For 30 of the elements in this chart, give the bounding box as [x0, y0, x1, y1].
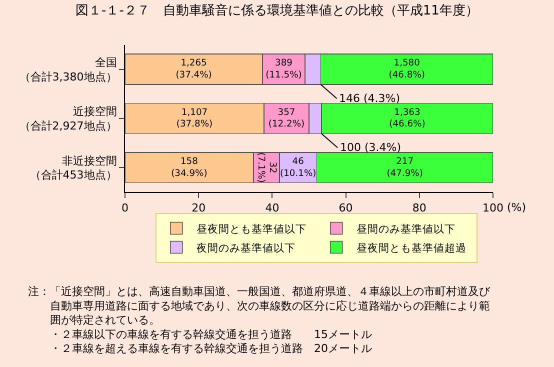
legend-label: 昼夜間とも基準値超過 — [356, 241, 466, 254]
data-label: 389 (11.5%) — [266, 58, 302, 81]
data-label: 357 (12.2%) — [268, 108, 305, 130]
x-axis-title: (%) — [507, 201, 526, 214]
x-tick-label: 80 — [412, 201, 426, 214]
x-tick-label: 60 — [338, 201, 353, 214]
data-label: 32 (7.1%) — [255, 152, 278, 183]
data-label: 1,580 (46.8%) — [388, 58, 425, 81]
x-tick-label: 100 — [482, 201, 504, 214]
legend-label: 昼夜間とも基準値以下 — [196, 222, 306, 236]
data-label: 158 (34.9%) — [171, 156, 208, 179]
legend-label: 昼間のみ基準値以下 — [356, 222, 456, 236]
data-label: 1,107 (37.8%) — [176, 108, 213, 130]
x-tick-label: 0 — [122, 201, 128, 214]
text: ・２車線以下の車線を有する幹線交通を担う道路 15メートル — [28, 328, 372, 341]
annotation: 100 (3.4%) — [340, 141, 402, 154]
legend-label: 夜間のみ基準値以下 — [196, 241, 296, 254]
data-label: 46 (10.1%) — [280, 156, 316, 179]
text: ・２車線を超える車線を有する幹線交通を担う道路 20メートル — [28, 342, 372, 356]
x-tick-label: 40 — [265, 201, 280, 214]
data-label: 217 (47.9%) — [386, 156, 423, 179]
text: 注：「近接空間」とは、高速自動車国道、一般国道、都道府県道、４車線以上の市町村道及び自動車専用道路に面する地域であり、次の車線数の区分に応じ道路端からの距離により範囲が特定されている。 — [28, 285, 491, 327]
data-label: 1,265 (37.4%) — [176, 58, 212, 81]
y-tick-label: 全国（合計3,380地点） — [19, 56, 117, 84]
chart-title: 図１-１-２７ 自動車騒音に係る環境基準値との比較（平成11年度） — [76, 2, 478, 19]
y-tick-label: 近接空間（合計2,927地点） — [19, 105, 117, 132]
y-tick-label: 非近接空間（合計453地点） — [30, 154, 117, 182]
data-label: 1,363 (46.6%) — [389, 108, 426, 130]
annotation: 146 (4.3%) — [339, 92, 400, 105]
x-tick-label: 20 — [192, 201, 206, 214]
